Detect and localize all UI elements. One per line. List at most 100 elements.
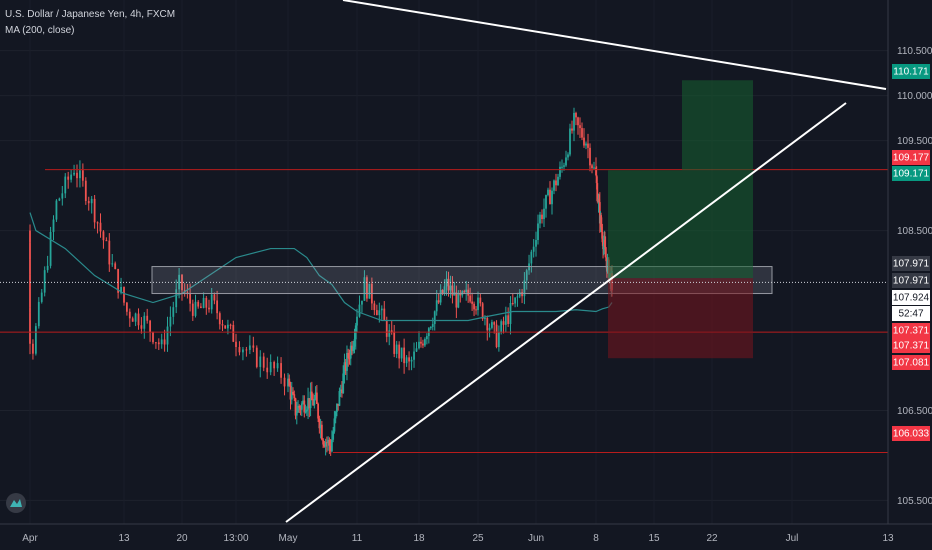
price-label-text: 107.971: [893, 276, 930, 287]
candle-body: [322, 439, 325, 445]
candle-body: [604, 239, 606, 247]
candle-body: [366, 277, 368, 299]
ascending-trendline: [285, 102, 847, 523]
candle-body: [229, 324, 232, 326]
tradingview-logo-icon[interactable]: [6, 493, 26, 513]
candle-body: [465, 289, 468, 293]
candle-body: [172, 307, 175, 317]
candle-body: [287, 378, 289, 387]
candle-body: [235, 341, 237, 348]
candle-body: [327, 440, 330, 443]
candle-body: [149, 320, 151, 333]
price-label: [892, 273, 930, 288]
candle-body: [259, 356, 262, 367]
candle-body: [294, 398, 297, 416]
price-tick-label: 108.500: [897, 226, 932, 237]
candle-body: [245, 349, 248, 351]
price-label-text: 106.033: [893, 429, 930, 440]
candle-body: [224, 325, 227, 329]
candle-body: [262, 356, 265, 368]
candle-body: [351, 345, 353, 352]
candle-body: [341, 389, 343, 394]
descending-trendline: [342, 0, 887, 90]
candle-body: [530, 251, 533, 264]
candle-body: [29, 312, 31, 334]
candle-body: [573, 112, 575, 131]
candle-body: [216, 300, 218, 314]
candle-body: [43, 270, 46, 293]
price-label-text: 110.171: [893, 67, 929, 78]
candle-body: [422, 343, 424, 346]
time-tick-label: 13: [882, 533, 894, 544]
candle-body: [605, 257, 608, 262]
candle-body: [29, 287, 31, 308]
candle-body: [545, 195, 547, 209]
candle-body: [569, 128, 571, 155]
price-label: [892, 166, 930, 181]
candle-body: [90, 198, 93, 204]
candle-body: [181, 274, 183, 291]
candle-body: [81, 170, 84, 181]
candle-body: [418, 341, 420, 349]
candle-body: [137, 313, 140, 326]
price-label: [892, 426, 930, 441]
ma-line: [29, 212, 613, 322]
candle-body: [93, 198, 96, 223]
price-label-text: 107.971: [893, 259, 930, 270]
candle-body: [349, 345, 352, 359]
candle-body: [303, 400, 306, 413]
candle-body: [469, 295, 472, 302]
candle-body: [329, 445, 332, 452]
candle-body: [248, 345, 251, 350]
candle-body: [227, 324, 229, 329]
candle-body: [473, 303, 475, 310]
candle-body: [120, 286, 122, 293]
candle-body: [191, 303, 194, 316]
candle-body: [395, 344, 398, 354]
candle-body: [463, 291, 466, 293]
candle-body: [96, 222, 99, 224]
candle-body: [337, 403, 340, 406]
candle-body: [435, 300, 438, 312]
candle-body: [163, 339, 166, 345]
candle-body: [398, 344, 401, 359]
candle-body: [232, 324, 235, 342]
time-tick-label: Jul: [786, 533, 799, 544]
candle-body: [509, 303, 512, 324]
candle-body: [307, 398, 309, 410]
candle-body: [420, 341, 422, 344]
price-tick-label: 105.500: [897, 496, 932, 507]
candle-body: [126, 302, 128, 312]
price-tick-label: 110.000: [897, 91, 932, 102]
candle-body: [595, 167, 597, 176]
candle-body: [319, 424, 322, 429]
candle-body: [58, 198, 61, 201]
candle-body: [332, 431, 335, 440]
price-label-text: 107.371: [893, 326, 930, 337]
candle-body: [561, 166, 563, 168]
candle-body: [518, 292, 521, 297]
candle-body: [601, 232, 604, 243]
candle-body: [299, 407, 302, 410]
candle-body: [218, 313, 221, 325]
candle-body: [373, 303, 376, 311]
candle-body: [424, 339, 426, 346]
candle-body: [105, 240, 108, 242]
candle-body: [334, 411, 337, 419]
candle-body: [388, 330, 391, 337]
candle-body: [475, 309, 477, 311]
candle-body: [591, 165, 593, 169]
candle-body: [157, 342, 160, 345]
candle-body: [32, 343, 34, 354]
candle-body: [200, 306, 202, 308]
candle-body: [403, 347, 406, 364]
candle-body: [579, 125, 581, 129]
price-label-text: 109.177: [893, 153, 930, 164]
candle-body: [439, 289, 442, 303]
candle-body: [447, 278, 450, 291]
candle-body: [567, 154, 569, 158]
candle-body: [541, 214, 543, 220]
candle-body: [309, 391, 312, 409]
candle-body: [600, 215, 603, 227]
